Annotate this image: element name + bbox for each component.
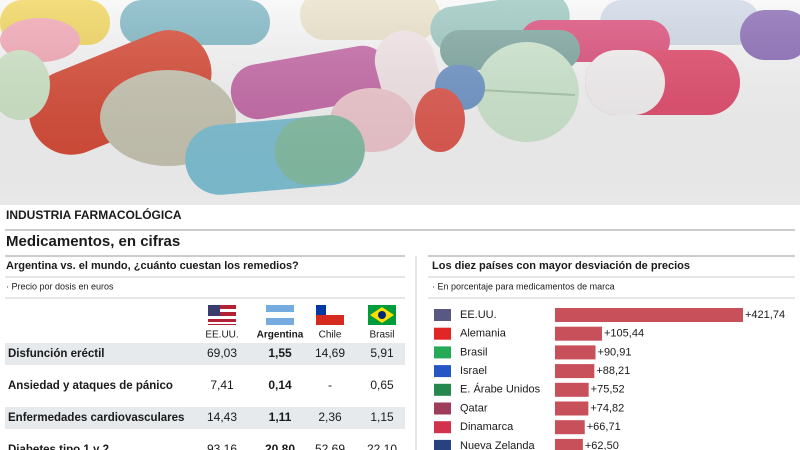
table-title: Argentina vs. el mundo, ¿cuánto cuestan … [6, 260, 299, 272]
flag [434, 439, 451, 450]
value-label: +105,44 [604, 328, 644, 340]
flag [434, 421, 451, 434]
cell: 0,14 [268, 378, 292, 392]
bar [555, 364, 595, 379]
category-label: Alemania [460, 328, 507, 340]
column-header: Brasil [369, 330, 394, 341]
row-band [5, 343, 405, 365]
cell: - [328, 378, 332, 392]
cell: 22,10 [367, 442, 397, 450]
pills-photo [0, 0, 800, 205]
cell: 7,41 [210, 378, 234, 392]
flag [434, 365, 451, 378]
layout-lines [5, 229, 795, 450]
row-label: Disfunción eréctil [8, 348, 105, 360]
cell: 14,69 [315, 346, 345, 360]
bar [555, 382, 589, 397]
row-label: Enfermedades cardiovasculares [8, 412, 184, 424]
value-label: +90,91 [598, 346, 632, 358]
cell: 1,15 [370, 410, 394, 424]
bar [555, 345, 596, 360]
table-note: · Precio por dosis en euros [6, 281, 114, 291]
column-header: Argentina [257, 330, 304, 341]
chart-title: Los diez países con mayor desviación de … [432, 260, 690, 272]
column-header: EE.UU. [205, 330, 238, 341]
category-label: Dinamarca [460, 421, 514, 433]
bar [555, 308, 743, 322]
category-label: Qatar [460, 402, 488, 414]
cell: 93,16 [207, 442, 237, 450]
cell: 1,55 [268, 346, 292, 360]
value-label: +88,21 [596, 365, 630, 377]
cell: 14,43 [207, 410, 237, 424]
flag [434, 309, 451, 321]
bar [555, 326, 603, 341]
flag [434, 402, 451, 415]
value-label: +75,52 [591, 384, 625, 396]
cell: 52,69 [315, 442, 345, 450]
cell: 1,11 [269, 410, 292, 424]
category-label: EE.UU. [460, 309, 497, 321]
title: Medicamentos, en cifras [6, 233, 180, 250]
flag [434, 383, 451, 396]
cell: 20,80 [265, 442, 295, 450]
bar [555, 420, 585, 435]
row-label: Ansiedad y ataques de pánico [8, 380, 173, 392]
cell: 5,91 [370, 346, 394, 360]
chart-subtitle: · En porcentaje para medicamentos de mar… [432, 281, 615, 291]
cell: 2,36 [318, 410, 342, 424]
kicker: INDUSTRIA FARMACOLÓGICA [6, 207, 182, 222]
category-label: Nueva Zelanda [460, 440, 535, 450]
bar [555, 401, 589, 416]
cell: 0,65 [370, 378, 394, 392]
category-label: Brasil [460, 346, 488, 358]
flag [434, 327, 451, 340]
value-label: +66,71 [587, 421, 621, 433]
value-label: +74,82 [590, 402, 624, 414]
bar [555, 438, 583, 450]
row-label: Diabetes tipo 1 y 2 [8, 444, 109, 450]
value-label: +62,50 [585, 440, 619, 450]
cell: 69,03 [207, 346, 237, 360]
column-header: Chile [319, 330, 342, 341]
value-label: +421,74 [745, 309, 785, 321]
flags [208, 305, 396, 325]
category-label: E. Árabe Unidos [460, 383, 541, 396]
flag [434, 346, 451, 359]
category-label: Israel [460, 365, 487, 377]
row-band [5, 407, 405, 429]
